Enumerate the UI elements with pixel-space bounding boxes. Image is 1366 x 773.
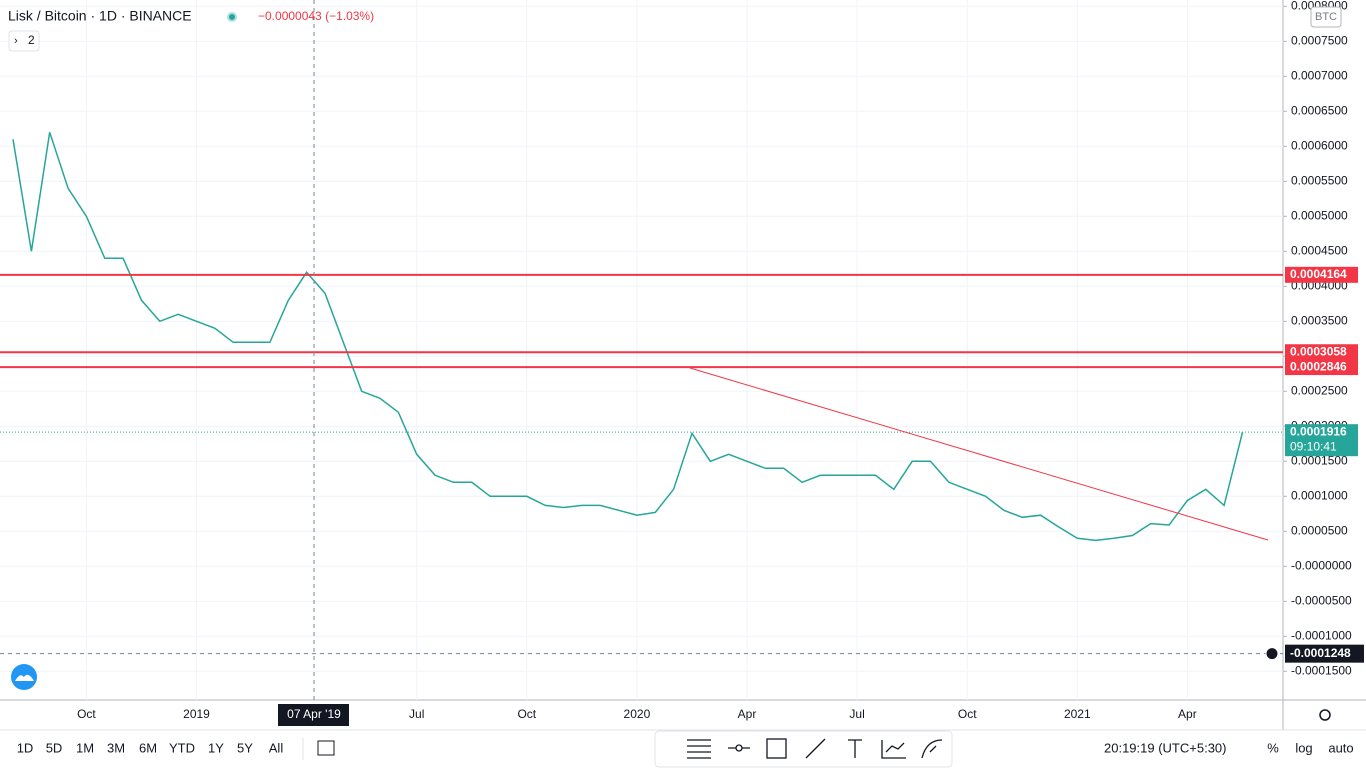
tool-trend[interactable] — [805, 738, 826, 759]
x-tick-label: 2021 — [1064, 707, 1091, 721]
scale-mode[interactable]: % — [1267, 740, 1279, 755]
interval-button[interactable]: 1M — [76, 740, 94, 755]
scale-mode[interactable]: log — [1295, 740, 1312, 755]
drawing-toolbar — [654, 730, 953, 768]
y-tick-label: 0.0007000 — [1291, 68, 1348, 82]
settings-icon[interactable] — [1319, 709, 1331, 721]
y-tick-label: -0.0001500 — [1291, 663, 1352, 677]
price-line — [12, 132, 1244, 542]
x-tick-label: Oct — [517, 707, 536, 721]
y-tick-label: 0.0002500 — [1291, 383, 1348, 397]
tool-hline[interactable] — [687, 739, 711, 759]
y-tick-label: 0.0001000 — [1291, 488, 1348, 502]
interval-button[interactable]: 6M — [139, 740, 157, 755]
y-tick-label: 0.0000500 — [1291, 523, 1348, 537]
market-status-dot — [229, 14, 235, 20]
tool-text[interactable] — [848, 739, 862, 758]
x-tick-label: Apr — [738, 707, 757, 721]
date-range-icon[interactable] — [317, 740, 335, 756]
x-tick-label: Oct — [958, 707, 977, 721]
interval-button[interactable]: 3M — [107, 740, 125, 755]
bottom-toolbar: 1D 5D 1M 3M 6M YTD 1Y 5Y All 20:19:19 (UTC+5:30)%… — [17, 740, 1354, 755]
crosshair-price-label: -0.0001248 — [1290, 646, 1351, 660]
level-label-box — [1285, 266, 1358, 283]
y-tick-label: 0.0005000 — [1291, 208, 1348, 222]
tool-brush[interactable] — [921, 739, 943, 759]
interval-button[interactable]: 5D — [46, 740, 63, 755]
interval-button[interactable]: 1Y — [208, 740, 224, 755]
level-label: 0.0002846 — [1290, 359, 1347, 373]
crosshair-price-box — [1285, 644, 1364, 663]
x-tick-label: Jul — [409, 707, 424, 721]
price-change: −0.0000043 (−1.03%) — [258, 9, 374, 23]
last-price-box — [1285, 424, 1358, 457]
crosshair-date-box — [278, 704, 349, 726]
y-tick-label: 0.0006500 — [1291, 103, 1348, 117]
level-label-box — [1285, 359, 1358, 376]
countdown: 09:10:41 — [1290, 439, 1337, 453]
y-tick-label: 0.0004500 — [1291, 243, 1348, 257]
add-alert[interactable] — [1265, 647, 1279, 661]
interval-button[interactable]: 5Y — [237, 740, 253, 755]
currency-badge[interactable] — [1310, 6, 1342, 28]
y-tick-label: 0.0001500 — [1291, 453, 1348, 467]
tool-rect[interactable] — [766, 738, 787, 759]
y-tick-label: 0.0007500 — [1291, 33, 1348, 47]
currency[interactable]: BTC — [1315, 11, 1337, 23]
interval-button[interactable]: All — [269, 740, 284, 755]
trend-line[interactable] — [689, 367, 1269, 541]
y-tick-label: 0.0006000 — [1291, 138, 1348, 152]
svg-text:›: › — [14, 35, 18, 47]
x-tick-label: Oct — [77, 707, 96, 721]
x-tick-label: Jul — [849, 707, 864, 721]
indicators-toggle[interactable] — [8, 30, 40, 52]
y-tick-label: -0.0000000 — [1291, 558, 1352, 572]
x-tick-label: Apr — [1178, 707, 1197, 721]
drawing-tools — [687, 738, 943, 759]
scale-mode[interactable]: auto — [1328, 740, 1353, 755]
symbol-title[interactable]: Lisk / Bitcoin · 1D · BINANCE — [8, 8, 192, 24]
level-label-box — [1285, 344, 1358, 361]
crosshair-date-label: 07 Apr '19 — [287, 707, 341, 721]
interval-button[interactable]: 1D — [17, 740, 34, 755]
x-tick-label: 2020 — [624, 707, 651, 721]
interval-button[interactable]: YTD — [169, 740, 195, 755]
level-label: 0.0004164 — [1290, 267, 1347, 281]
logo-icon — [15, 674, 34, 681]
y-tick-label: 0.0005500 — [1291, 173, 1348, 187]
clock[interactable]: 20:19:19 (UTC+5:30) — [1104, 740, 1226, 755]
y-tick-label: -0.0000500 — [1291, 593, 1352, 607]
level-label: 0.0003058 — [1290, 344, 1347, 358]
indicators-count[interactable]: 2 — [28, 33, 35, 47]
y-tick-label: 0.0003500 — [1291, 313, 1348, 327]
plot — [0, 132, 1283, 655]
tool-measure[interactable] — [881, 740, 906, 759]
grid: 0.00080000.00075000.00070000.00065000.00… — [0, 0, 1352, 721]
last-price-label: 0.0001916 — [1290, 424, 1347, 438]
y-tick-label: -0.0001000 — [1291, 628, 1352, 642]
x-tick-label: 2019 — [183, 707, 210, 721]
